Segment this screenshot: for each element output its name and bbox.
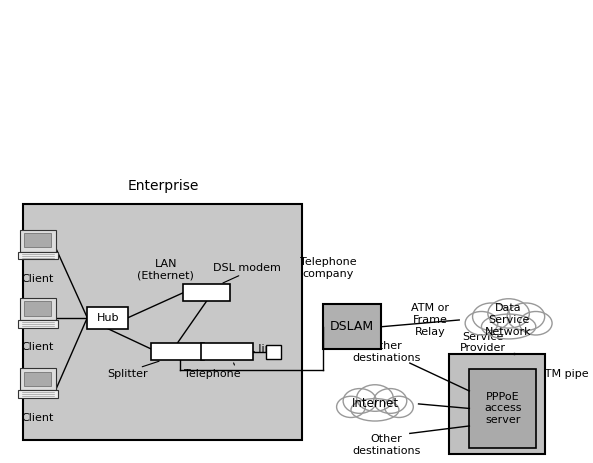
- Text: Internet: Internet: [352, 397, 398, 410]
- Text: Splitter: Splitter: [108, 369, 148, 379]
- Text: Service
Provider: Service Provider: [460, 332, 505, 353]
- Text: Telephone
company: Telephone company: [300, 257, 357, 279]
- Ellipse shape: [351, 399, 399, 421]
- Text: Client: Client: [22, 274, 54, 284]
- Ellipse shape: [356, 385, 393, 411]
- Bar: [20, 230, 56, 252]
- Text: Other
destinations: Other destinations: [352, 434, 421, 456]
- Bar: [20, 298, 56, 320]
- Text: Client: Client: [22, 413, 54, 423]
- Bar: [470, 369, 536, 448]
- Text: LAN
(Ethernet): LAN (Ethernet): [138, 259, 194, 281]
- Ellipse shape: [507, 303, 545, 331]
- Text: ATM pipe: ATM pipe: [538, 369, 588, 379]
- Bar: [323, 304, 381, 350]
- Text: Enterprise: Enterprise: [127, 179, 199, 193]
- Bar: [18, 320, 58, 327]
- Ellipse shape: [343, 388, 377, 413]
- Bar: [18, 390, 58, 398]
- Ellipse shape: [374, 388, 407, 413]
- Text: PPPoE
access
server: PPPoE access server: [484, 392, 522, 425]
- Ellipse shape: [473, 303, 510, 331]
- Ellipse shape: [337, 396, 365, 418]
- Text: Hub: Hub: [97, 313, 119, 323]
- Bar: [23, 204, 302, 440]
- Bar: [266, 345, 280, 358]
- Ellipse shape: [519, 312, 552, 335]
- Text: DSLAM: DSLAM: [330, 320, 374, 333]
- Bar: [183, 284, 229, 301]
- Bar: [151, 343, 203, 360]
- Text: Other
destinations: Other destinations: [352, 341, 421, 363]
- Bar: [20, 369, 56, 390]
- Ellipse shape: [488, 299, 530, 328]
- Bar: [18, 252, 58, 259]
- Text: ATM or
Frame
Relay: ATM or Frame Relay: [411, 303, 449, 337]
- Bar: [449, 354, 545, 454]
- Ellipse shape: [465, 312, 498, 335]
- Text: DSL modem: DSL modem: [213, 263, 281, 273]
- Text: DSL line: DSL line: [233, 344, 279, 355]
- Bar: [200, 343, 253, 360]
- Text: Telephone: Telephone: [184, 369, 241, 379]
- Ellipse shape: [482, 314, 536, 339]
- Bar: [24, 372, 52, 386]
- Text: Data
Service
Network: Data Service Network: [485, 303, 532, 337]
- Bar: [87, 307, 128, 329]
- Text: Client: Client: [22, 342, 54, 352]
- Bar: [24, 233, 52, 247]
- Ellipse shape: [384, 396, 413, 418]
- Bar: [24, 301, 52, 315]
